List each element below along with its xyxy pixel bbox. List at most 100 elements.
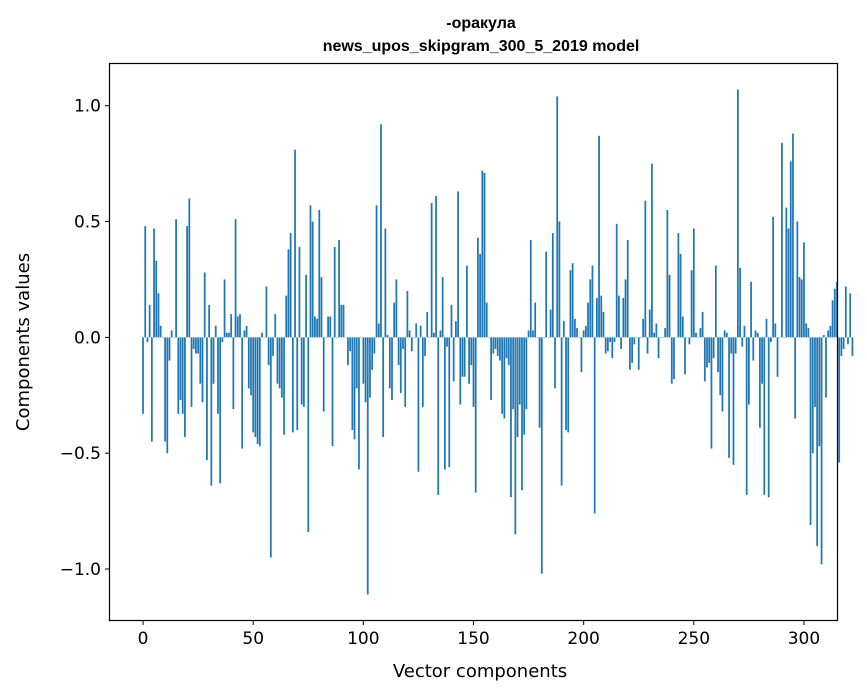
bar-107 [377, 323, 380, 338]
bar-50 [252, 337, 255, 433]
bar-313 [831, 300, 834, 338]
bar-260 [714, 265, 717, 338]
bar-181 [540, 337, 543, 574]
y-tick-label: 1.0 [74, 97, 101, 117]
bar-298 [798, 277, 801, 338]
bar-267 [730, 337, 733, 354]
bar-71 [298, 247, 301, 338]
chart-subtitle: news_upos_skipgram_300_5_2019 model [323, 38, 640, 55]
bar-199 [580, 337, 583, 373]
bar-57 [267, 337, 270, 366]
bar-78 [314, 316, 316, 338]
bar-101 [364, 337, 367, 403]
bar-82 [322, 337, 325, 412]
bar-63 [280, 337, 283, 398]
bar-209 [602, 311, 605, 338]
bar-281 [761, 337, 763, 384]
bar-68 [291, 337, 294, 433]
bar-151 [474, 337, 477, 493]
bar-147 [466, 265, 468, 338]
bar-124 [415, 323, 418, 338]
bar-167 [510, 337, 512, 498]
bar-200 [582, 330, 585, 338]
bar-27 [201, 337, 204, 403]
bar-312 [829, 325, 832, 338]
bar-205 [593, 337, 596, 514]
bar-47 [245, 325, 248, 338]
bar-69 [294, 149, 296, 338]
bar-series [142, 89, 854, 595]
bar-12 [168, 337, 171, 361]
x-axis-label: Vector components [393, 661, 567, 682]
bar-8 [159, 325, 162, 338]
bar-37 [223, 279, 226, 338]
x-tick-label: 50 [242, 629, 264, 649]
bar-94 [349, 337, 352, 352]
bar-73 [302, 337, 305, 407]
bar-292 [785, 207, 788, 338]
bar-275 [748, 337, 750, 405]
bar-38 [225, 332, 228, 338]
bar-106 [375, 205, 378, 338]
bar-219 [624, 279, 627, 338]
bar-249 [690, 270, 693, 338]
bar-35 [219, 337, 222, 484]
bar-91 [342, 304, 345, 338]
bar-16 [177, 337, 180, 414]
bar-254 [701, 311, 704, 338]
bar-258 [710, 337, 713, 449]
x-tick-label: 0 [138, 629, 149, 649]
bar-29 [206, 337, 208, 461]
x-tick-label: 250 [678, 629, 710, 649]
bar-74 [305, 274, 307, 338]
bar-5 [153, 228, 155, 338]
bar-178 [534, 302, 537, 338]
bar-169 [514, 337, 517, 535]
bar-129 [426, 311, 429, 338]
bar-149 [470, 337, 473, 366]
bar-118 [402, 337, 404, 349]
bar-287 [774, 323, 777, 338]
bar-171 [518, 337, 521, 405]
bar-268 [732, 337, 735, 465]
bar-282 [763, 337, 766, 495]
bar-150 [472, 337, 475, 407]
bar-89 [338, 240, 340, 338]
bar-319 [844, 286, 847, 338]
bar-190 [560, 337, 563, 486]
bar-175 [527, 330, 530, 338]
bar-220 [626, 240, 629, 338]
plot-frame [108, 62, 839, 622]
bar-168 [512, 337, 515, 410]
bar-76 [309, 205, 312, 338]
bar-34 [217, 337, 219, 414]
bar-271 [739, 267, 741, 338]
bar-131 [430, 203, 433, 338]
bar-309 [822, 335, 825, 338]
bar-213 [611, 337, 614, 359]
bar-279 [756, 332, 759, 338]
bar-176 [529, 240, 532, 338]
bar-255 [703, 337, 706, 382]
bar-70 [296, 337, 299, 431]
bar-110 [384, 228, 387, 338]
bar-112 [388, 337, 391, 389]
bar-44 [239, 314, 241, 338]
bar-203 [589, 279, 592, 338]
bar-42 [234, 219, 237, 338]
bar-56 [265, 286, 268, 338]
bar-115 [395, 279, 398, 338]
bar-164 [503, 337, 506, 419]
bar-215 [615, 223, 618, 338]
bar-17 [179, 337, 182, 400]
bar-148 [468, 337, 470, 384]
bar-156 [485, 302, 488, 338]
bar-40 [230, 314, 233, 338]
bar-72 [300, 337, 303, 405]
bar-240 [670, 337, 673, 384]
bar-276 [750, 281, 752, 338]
bar-261 [717, 337, 719, 373]
bar-202 [587, 302, 589, 338]
bar-153 [479, 253, 481, 338]
